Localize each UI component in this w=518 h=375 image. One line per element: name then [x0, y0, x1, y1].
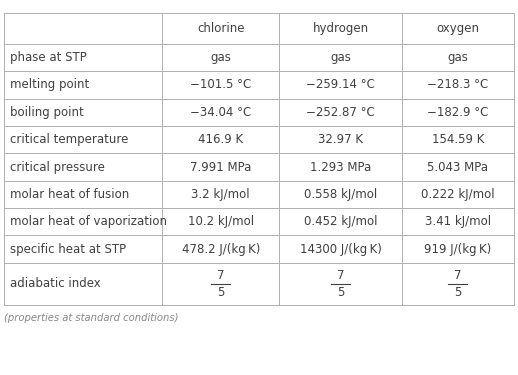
Bar: [4, 44, 162, 71]
Text: 0.452 kJ/mol: 0.452 kJ/mol: [304, 215, 377, 228]
Bar: [279, 126, 402, 153]
Bar: [402, 208, 514, 236]
Text: oxygen: oxygen: [436, 22, 479, 35]
Text: (properties at standard conditions): (properties at standard conditions): [4, 313, 179, 323]
Bar: [162, 236, 279, 263]
Bar: [162, 99, 279, 126]
Text: adiabatic index: adiabatic index: [10, 278, 101, 290]
Bar: [4, 126, 162, 153]
Text: 416.9 K: 416.9 K: [198, 133, 243, 146]
Text: 3.2 kJ/mol: 3.2 kJ/mol: [192, 188, 250, 201]
Bar: [402, 263, 514, 305]
Bar: [279, 208, 402, 236]
Bar: [279, 263, 402, 305]
Text: gas: gas: [210, 51, 231, 64]
Text: molar heat of vaporization: molar heat of vaporization: [10, 215, 167, 228]
Bar: [162, 153, 279, 181]
Text: 0.222 kJ/mol: 0.222 kJ/mol: [421, 188, 495, 201]
Bar: [279, 236, 402, 263]
Text: 7: 7: [454, 269, 462, 282]
Bar: [402, 126, 514, 153]
Text: critical pressure: critical pressure: [10, 160, 105, 174]
Bar: [162, 208, 279, 236]
Text: 10.2 kJ/mol: 10.2 kJ/mol: [188, 215, 254, 228]
Bar: [402, 44, 514, 71]
Text: melting point: melting point: [10, 78, 90, 92]
Bar: [279, 44, 402, 71]
Text: 5.043 MPa: 5.043 MPa: [427, 160, 488, 174]
Bar: [4, 208, 162, 236]
Bar: [279, 99, 402, 126]
Text: −252.87 °C: −252.87 °C: [306, 106, 375, 119]
Text: 7.991 MPa: 7.991 MPa: [190, 160, 251, 174]
Bar: [162, 126, 279, 153]
Text: 7: 7: [337, 269, 344, 282]
Bar: [402, 99, 514, 126]
Text: 0.558 kJ/mol: 0.558 kJ/mol: [304, 188, 377, 201]
Text: gas: gas: [448, 51, 468, 64]
Bar: [162, 263, 279, 305]
Bar: [4, 71, 162, 99]
Text: 7: 7: [217, 269, 224, 282]
Bar: [279, 181, 402, 208]
Text: 5: 5: [217, 286, 224, 299]
Bar: [402, 153, 514, 181]
Text: 919 J/(kg K): 919 J/(kg K): [424, 243, 492, 256]
Text: −218.3 °C: −218.3 °C: [427, 78, 488, 92]
Text: 32.97 K: 32.97 K: [318, 133, 363, 146]
Text: 478.2 J/(kg K): 478.2 J/(kg K): [182, 243, 260, 256]
Bar: [4, 153, 162, 181]
Bar: [162, 44, 279, 71]
Bar: [162, 181, 279, 208]
Text: −182.9 °C: −182.9 °C: [427, 106, 488, 119]
Text: −34.04 °C: −34.04 °C: [190, 106, 251, 119]
Bar: [279, 153, 402, 181]
Bar: [279, 13, 402, 44]
Text: 154.59 K: 154.59 K: [431, 133, 484, 146]
Text: critical temperature: critical temperature: [10, 133, 129, 146]
Bar: [402, 13, 514, 44]
Text: −101.5 °C: −101.5 °C: [190, 78, 251, 92]
Text: gas: gas: [330, 51, 351, 64]
Bar: [4, 263, 162, 305]
Text: 14300 J/(kg K): 14300 J/(kg K): [299, 243, 381, 256]
Bar: [402, 181, 514, 208]
Text: 1.293 MPa: 1.293 MPa: [310, 160, 371, 174]
Bar: [4, 181, 162, 208]
Text: 5: 5: [454, 286, 462, 299]
Text: −259.14 °C: −259.14 °C: [306, 78, 375, 92]
Text: boiling point: boiling point: [10, 106, 84, 119]
Bar: [279, 71, 402, 99]
Bar: [4, 236, 162, 263]
Text: 3.41 kJ/mol: 3.41 kJ/mol: [425, 215, 491, 228]
Bar: [162, 71, 279, 99]
Bar: [4, 99, 162, 126]
Text: specific heat at STP: specific heat at STP: [10, 243, 126, 256]
Bar: [402, 236, 514, 263]
Bar: [4, 13, 162, 44]
Text: hydrogen: hydrogen: [312, 22, 369, 35]
Text: phase at STP: phase at STP: [10, 51, 87, 64]
Bar: [402, 71, 514, 99]
Bar: [162, 13, 279, 44]
Text: molar heat of fusion: molar heat of fusion: [10, 188, 130, 201]
Text: chlorine: chlorine: [197, 22, 244, 35]
Text: 5: 5: [337, 286, 344, 299]
